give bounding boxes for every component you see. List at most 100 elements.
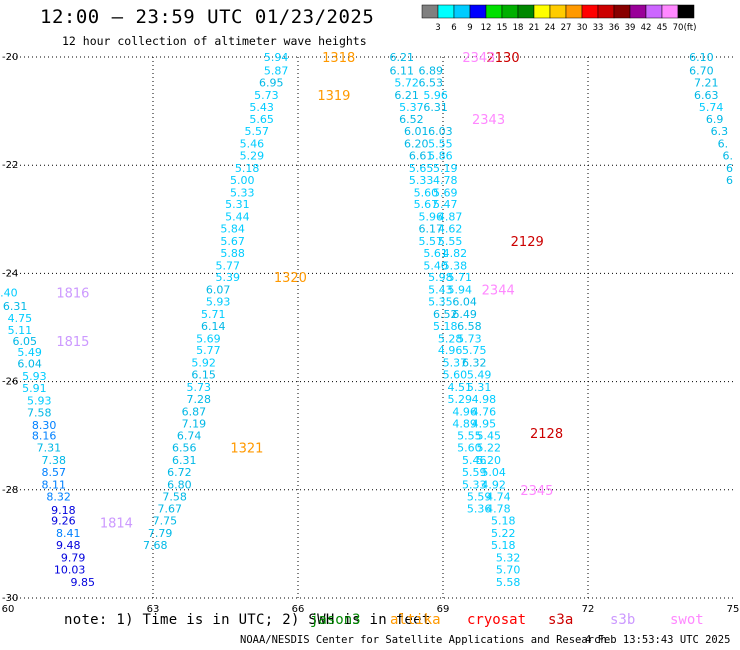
wave-height-value: 5.70 xyxy=(496,563,521,576)
wave-height-value: 5.77 xyxy=(196,344,221,357)
wave-height-value: 8.16 xyxy=(32,430,57,443)
x-tick-label: 69 xyxy=(437,604,450,615)
color-swatch xyxy=(533,4,551,19)
wave-height-value: 4.75 xyxy=(8,312,33,325)
wave-height-value: 6.05 xyxy=(13,335,38,348)
color-swatch xyxy=(453,4,471,19)
wave-height-value: 5.87 xyxy=(264,65,289,78)
wave-height-value: 6.31 xyxy=(423,101,448,114)
wave-height-value: 4.78 xyxy=(433,174,458,187)
pass-time-label: 2128 xyxy=(530,427,563,442)
wave-height-value: 7.58 xyxy=(27,406,52,419)
wave-height-value: 5.18 xyxy=(433,320,458,333)
wave-height-value: 7.67 xyxy=(158,503,183,516)
wave-height-value: 6.21 xyxy=(394,89,419,102)
pass-time-label: 1816 xyxy=(56,286,89,301)
wave-height-value: 6.04 xyxy=(17,358,42,371)
wave-height-value: 6.31 xyxy=(172,454,197,467)
wave-height-value: 5.38 xyxy=(443,259,468,272)
color-swatch xyxy=(517,4,535,19)
wave-height-value: 5.74 xyxy=(699,101,724,114)
wave-height-value: 5.60 xyxy=(457,442,482,455)
color-swatch xyxy=(661,4,679,19)
wave-height-value: 4.74 xyxy=(486,490,511,503)
wave-height-value: 7.68 xyxy=(143,539,168,552)
wave-height-value: 5.31 xyxy=(467,381,492,394)
pass-time-label: 1814 xyxy=(100,516,133,531)
color-scale-label: 27 xyxy=(561,23,572,33)
wave-height-value: 5.32 xyxy=(496,551,521,564)
wave-height-value: 5.43 xyxy=(428,284,453,297)
color-swatch xyxy=(421,4,439,19)
wave-height-value: 6 xyxy=(726,162,733,175)
pass-time-label: 1318 xyxy=(322,51,355,66)
wave-height-value: 6.56 xyxy=(172,442,197,455)
wave-height-value: 5.58 xyxy=(496,576,521,589)
wave-height-value: 5.18 xyxy=(491,515,516,528)
wave-height-value: 6. xyxy=(723,149,734,162)
wave-height-value: 5.47 xyxy=(433,198,458,211)
wave-height-value: 5.91 xyxy=(22,382,47,395)
wave-height-value: 7.31 xyxy=(37,442,62,455)
color-scale-label: 36 xyxy=(609,23,620,33)
wave-height-value: 5.49 xyxy=(467,369,492,382)
wave-height-value: 5.45 xyxy=(477,430,502,443)
wave-height-value: 5.60 xyxy=(414,186,439,199)
wave-height-value: 5.19 xyxy=(433,162,458,175)
wave-height-value: 6.63 xyxy=(694,89,719,102)
wave-height-value: 5.18 xyxy=(491,539,516,552)
color-scale-label: 15 xyxy=(497,23,508,33)
wave-height-value: 6.53 xyxy=(419,76,444,89)
y-tick-label: -20 xyxy=(2,52,18,63)
wave-height-value: 5.65 xyxy=(249,113,274,126)
wave-height-value: 5.33 xyxy=(230,186,255,199)
wave-height-value: 5.96 xyxy=(419,211,444,224)
wave-height-value: 5.00 xyxy=(230,174,255,187)
pass-time-label: 2345 xyxy=(520,484,553,499)
wave-height-value: 5.22 xyxy=(491,527,516,540)
color-swatch xyxy=(501,4,519,19)
color-scale-label: 70 xyxy=(673,23,684,33)
wave-height-value: 5.33 xyxy=(462,478,487,491)
wave-height-value: 5.29 xyxy=(240,149,265,162)
wave-height-value: 5.40 xyxy=(423,259,448,272)
wave-height-value: 5.65 xyxy=(409,162,434,175)
wave-height-value: 6. xyxy=(718,138,729,151)
wave-height-value: 5.28 xyxy=(438,332,463,345)
wave-height-value: 6.10 xyxy=(689,51,714,64)
color-scale-label: 3 xyxy=(435,23,440,33)
wave-height-value: 5.35 xyxy=(428,296,453,309)
wave-height-value: 5.57 xyxy=(245,125,270,138)
wave-height-value: 10.03 xyxy=(54,563,86,576)
wave-height-value: 9.85 xyxy=(71,576,96,589)
wave-height-value: 5.37 xyxy=(399,101,424,114)
wave-height-value: 6.03 xyxy=(428,125,453,138)
wave-height-value: 9.26 xyxy=(51,515,76,528)
wave-height-value: 5.29 xyxy=(448,393,473,406)
color-scale-label: 21 xyxy=(529,23,540,33)
pass-time-label: 1320 xyxy=(274,271,307,286)
x-tick-label: 75 xyxy=(727,604,740,615)
wave-height-value: 6.04 xyxy=(452,296,477,309)
wave-height-value: 4.51 xyxy=(448,381,473,394)
wave-height-value: 4.98 xyxy=(472,393,497,406)
wave-height-value: 5.73 xyxy=(457,332,482,345)
wave-height-value: 5.55 xyxy=(438,235,463,248)
wave-height-value: 5.04 xyxy=(481,466,506,479)
wave-height-value: 6.58 xyxy=(457,320,482,333)
wave-height-value: 5.46 xyxy=(462,454,487,467)
wave-height-value: 8.41 xyxy=(56,527,81,540)
wave-height-value: 6.14 xyxy=(201,320,226,333)
color-swatch xyxy=(469,4,487,19)
wave-height-value: 6.17 xyxy=(419,222,444,235)
wave-height-value: 6 xyxy=(726,174,733,187)
satellite-legend-item: s3b xyxy=(610,612,636,628)
y-tick-label: -24 xyxy=(2,268,18,279)
color-scale-label: 33 xyxy=(593,23,604,33)
color-swatch xyxy=(629,4,647,19)
wave-height-value: 5.57 xyxy=(419,235,444,248)
wave-height-value: 5.18 xyxy=(235,162,260,175)
pass-time-label: 2343 xyxy=(462,51,495,66)
wave-height-value: 6.07 xyxy=(206,284,231,297)
axes: 60 63 66 69 72 75 -20 -22 -24 -26 -28 -30 xyxy=(2,52,740,615)
